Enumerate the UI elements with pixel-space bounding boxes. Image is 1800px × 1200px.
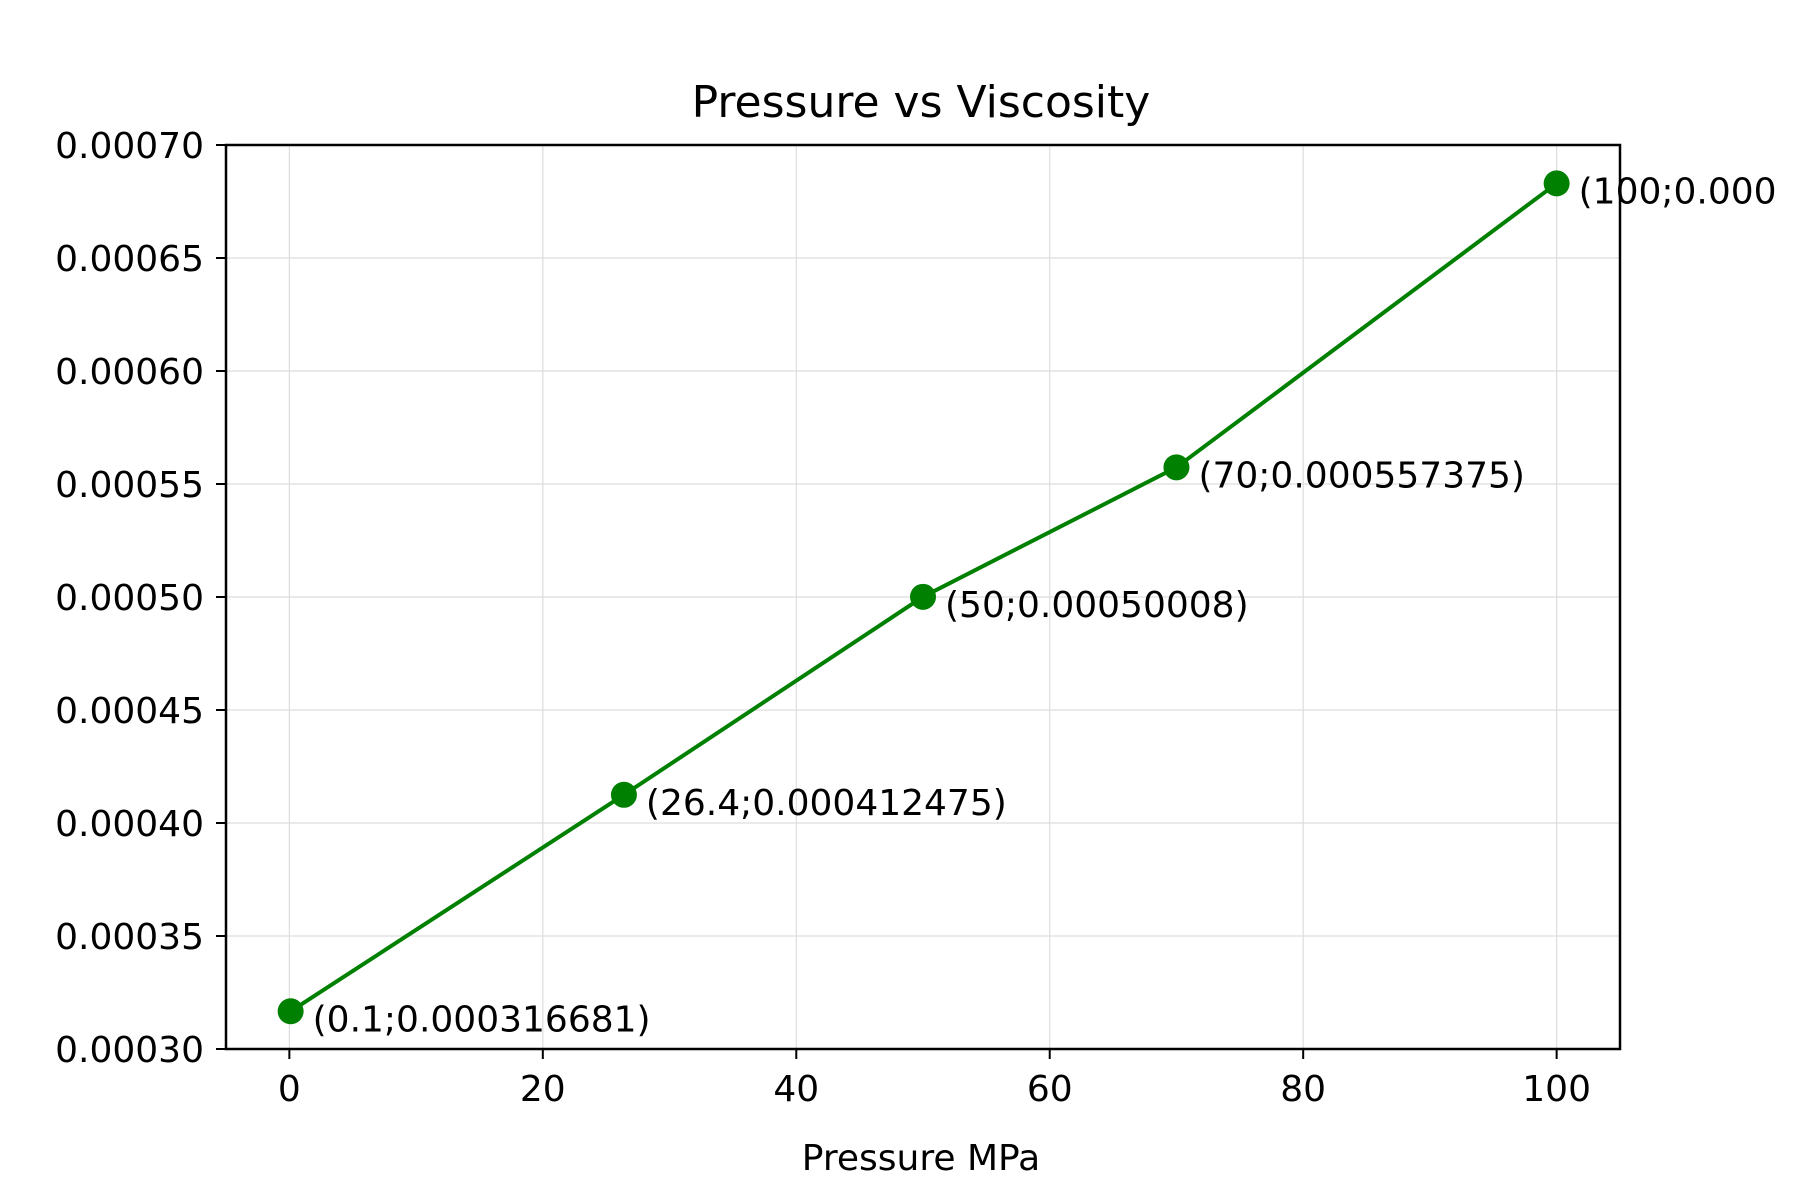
x-axis-ticks: 0 20 40 60 80 100: [278, 1049, 1591, 1110]
data-point: [610, 781, 637, 808]
x-tick-label: 80: [1280, 1069, 1326, 1110]
y-axis-ticks: 0.00030 0.00035 0.00040 0.00045 0.00050 0.000…: [55, 126, 226, 1071]
data-point-label: (100;0.000: [1579, 171, 1777, 212]
data-point-label: (0.1;0.000316681): [313, 999, 651, 1040]
y-tick-label: 0.00055: [55, 465, 204, 506]
x-axis-label: Pressure MPa: [802, 1138, 1040, 1179]
data-point-labels: (0.1;0.000316681) (26.4;0.000412475) (50;0…: [313, 171, 1777, 1040]
data-point: [1163, 454, 1190, 481]
y-tick-label: 0.00040: [55, 804, 204, 845]
y-tick-label: 0.00030: [55, 1030, 204, 1071]
x-tick-label: 0: [278, 1069, 301, 1110]
x-tick-label: 100: [1522, 1069, 1591, 1110]
chart-title: Pressure vs Viscosity: [692, 77, 1151, 128]
data-point: [1543, 170, 1570, 197]
data-point: [910, 583, 936, 610]
data-point-label: (70;0.000557375): [1198, 455, 1525, 496]
y-tick-label: 0.00070: [55, 126, 204, 167]
y-tick-label: 0.00050: [55, 578, 204, 619]
grid-lines: [226, 144, 1620, 1050]
data-point-label: (26.4;0.000412475): [646, 783, 1007, 824]
y-tick-label: 0.00035: [55, 917, 204, 958]
x-tick-label: 60: [1027, 1069, 1073, 1110]
data-point: [277, 998, 304, 1025]
y-tick-label: 0.00045: [55, 691, 204, 732]
x-tick-label: 20: [520, 1069, 566, 1110]
data-points: [277, 170, 1570, 1025]
y-tick-label: 0.00065: [55, 239, 204, 280]
x-tick-label: 40: [773, 1069, 819, 1110]
data-point-label: (50;0.00050008): [945, 585, 1249, 626]
y-tick-label: 0.00060: [55, 352, 204, 393]
